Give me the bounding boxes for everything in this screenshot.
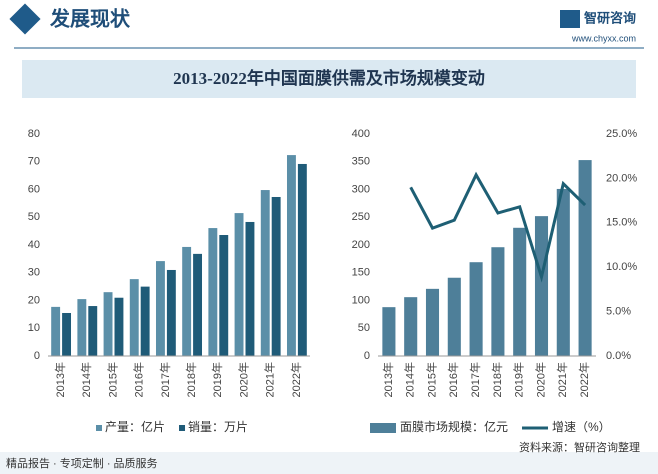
x-tick-label: 2014年 bbox=[403, 362, 417, 397]
y-tick-label: 200 bbox=[352, 239, 370, 251]
x-tick-label: 2020年 bbox=[533, 362, 547, 397]
brand-logo bbox=[560, 10, 580, 28]
y-tick-label: 100 bbox=[352, 294, 370, 306]
bar bbox=[286, 155, 296, 356]
x-tick-label: 2015年 bbox=[105, 362, 119, 397]
bar bbox=[103, 292, 113, 356]
bar bbox=[260, 190, 270, 356]
y-tick-label: 150 bbox=[352, 267, 370, 279]
y-tick-label: 300 bbox=[352, 183, 370, 195]
x-tick-label: 2022年 bbox=[577, 362, 591, 397]
y2-tick-label: 15.0% bbox=[606, 217, 637, 229]
source: 资料来源：智研咨询整理 bbox=[519, 440, 640, 454]
footer-band bbox=[0, 452, 658, 474]
bar bbox=[193, 253, 203, 356]
y2-tick-label: 10.0% bbox=[606, 261, 637, 273]
x-tick-label: 2022年 bbox=[289, 362, 303, 397]
x-tick-label: 2016年 bbox=[132, 362, 146, 397]
bar bbox=[234, 213, 244, 356]
bar bbox=[51, 306, 61, 356]
bar bbox=[556, 188, 570, 356]
y-tick-label: 30 bbox=[28, 267, 40, 279]
bar bbox=[155, 261, 165, 356]
x-tick-label: 2021年 bbox=[555, 362, 569, 397]
x-tick-label: 2021年 bbox=[263, 362, 277, 397]
bar bbox=[491, 247, 505, 356]
y2-tick-label: 20.0% bbox=[606, 172, 637, 184]
y-tick-label: 80 bbox=[28, 128, 40, 140]
bar bbox=[404, 297, 418, 356]
bar bbox=[77, 299, 87, 356]
y-tick-label: 60 bbox=[28, 183, 40, 195]
y-tick-label: 400 bbox=[352, 128, 370, 140]
bar bbox=[271, 196, 281, 356]
bar bbox=[578, 160, 592, 356]
y-tick-label: 40 bbox=[28, 239, 40, 251]
legend-label: 增速（%） bbox=[552, 420, 611, 434]
bar bbox=[166, 269, 176, 356]
line bbox=[409, 171, 587, 283]
x-tick-label: 2013年 bbox=[381, 362, 395, 397]
title-banner bbox=[22, 60, 636, 98]
legend-swatch bbox=[370, 423, 396, 433]
chart-title: 2013-2022年中国面膜供需及市场规模变动 bbox=[173, 68, 485, 88]
bar bbox=[219, 235, 229, 356]
legend-label: 面膜市场规模：亿元 bbox=[400, 419, 508, 434]
y-tick-label: 10 bbox=[28, 322, 40, 334]
bar bbox=[182, 246, 192, 356]
bar bbox=[62, 312, 72, 356]
y2-tick-label: 25.0% bbox=[606, 128, 637, 140]
x-tick-label: 2019年 bbox=[512, 362, 526, 397]
x-tick-label: 2013年 bbox=[53, 362, 67, 397]
brand: 智研咨询 bbox=[584, 10, 636, 25]
y2-tick-label: 0.0% bbox=[606, 350, 631, 362]
bar bbox=[425, 288, 440, 356]
legend-label: 产量：亿片 bbox=[105, 419, 165, 434]
legend-swatch bbox=[179, 425, 186, 431]
y-tick-label: 0 bbox=[364, 350, 370, 362]
y-tick-label: 350 bbox=[352, 156, 370, 168]
x-tick-label: 2015年 bbox=[424, 362, 438, 397]
x-tick-label: 2014年 bbox=[79, 362, 93, 397]
bar bbox=[382, 307, 396, 356]
legend-swatch bbox=[96, 425, 102, 431]
y-tick-label: 50 bbox=[28, 211, 40, 223]
y-tick-label: 0 bbox=[34, 350, 40, 362]
legend-label: 销量：万片 bbox=[188, 420, 248, 434]
bar bbox=[297, 163, 307, 356]
y-tick-label: 70 bbox=[28, 156, 40, 168]
footer-left: 精品报告 · 专项定制 · 品质服务 bbox=[6, 456, 158, 470]
x-tick-label: 2017年 bbox=[468, 362, 482, 397]
y-tick-label: 50 bbox=[358, 322, 370, 334]
bar bbox=[447, 277, 461, 356]
bar bbox=[88, 306, 98, 356]
x-tick-label: 2020年 bbox=[236, 362, 250, 397]
bar bbox=[469, 262, 483, 356]
header-title: 发展现状 bbox=[49, 6, 131, 30]
x-tick-label: 2019年 bbox=[210, 362, 224, 397]
x-tick-label: 2016年 bbox=[446, 362, 460, 397]
url: www.chyxx.com bbox=[571, 33, 636, 43]
bar bbox=[208, 228, 218, 356]
x-tick-label: 2018年 bbox=[490, 362, 504, 397]
y-tick-label: 250 bbox=[352, 211, 370, 223]
y2-tick-label: 5.0% bbox=[606, 306, 631, 318]
bar bbox=[129, 279, 139, 356]
x-tick-label: 2018年 bbox=[184, 362, 198, 397]
bar bbox=[245, 221, 255, 356]
x-tick-label: 2017年 bbox=[158, 362, 172, 397]
bar bbox=[513, 227, 527, 356]
bar bbox=[114, 297, 124, 356]
y-tick-label: 20 bbox=[28, 294, 40, 306]
bar bbox=[140, 286, 150, 356]
bar bbox=[534, 216, 549, 356]
